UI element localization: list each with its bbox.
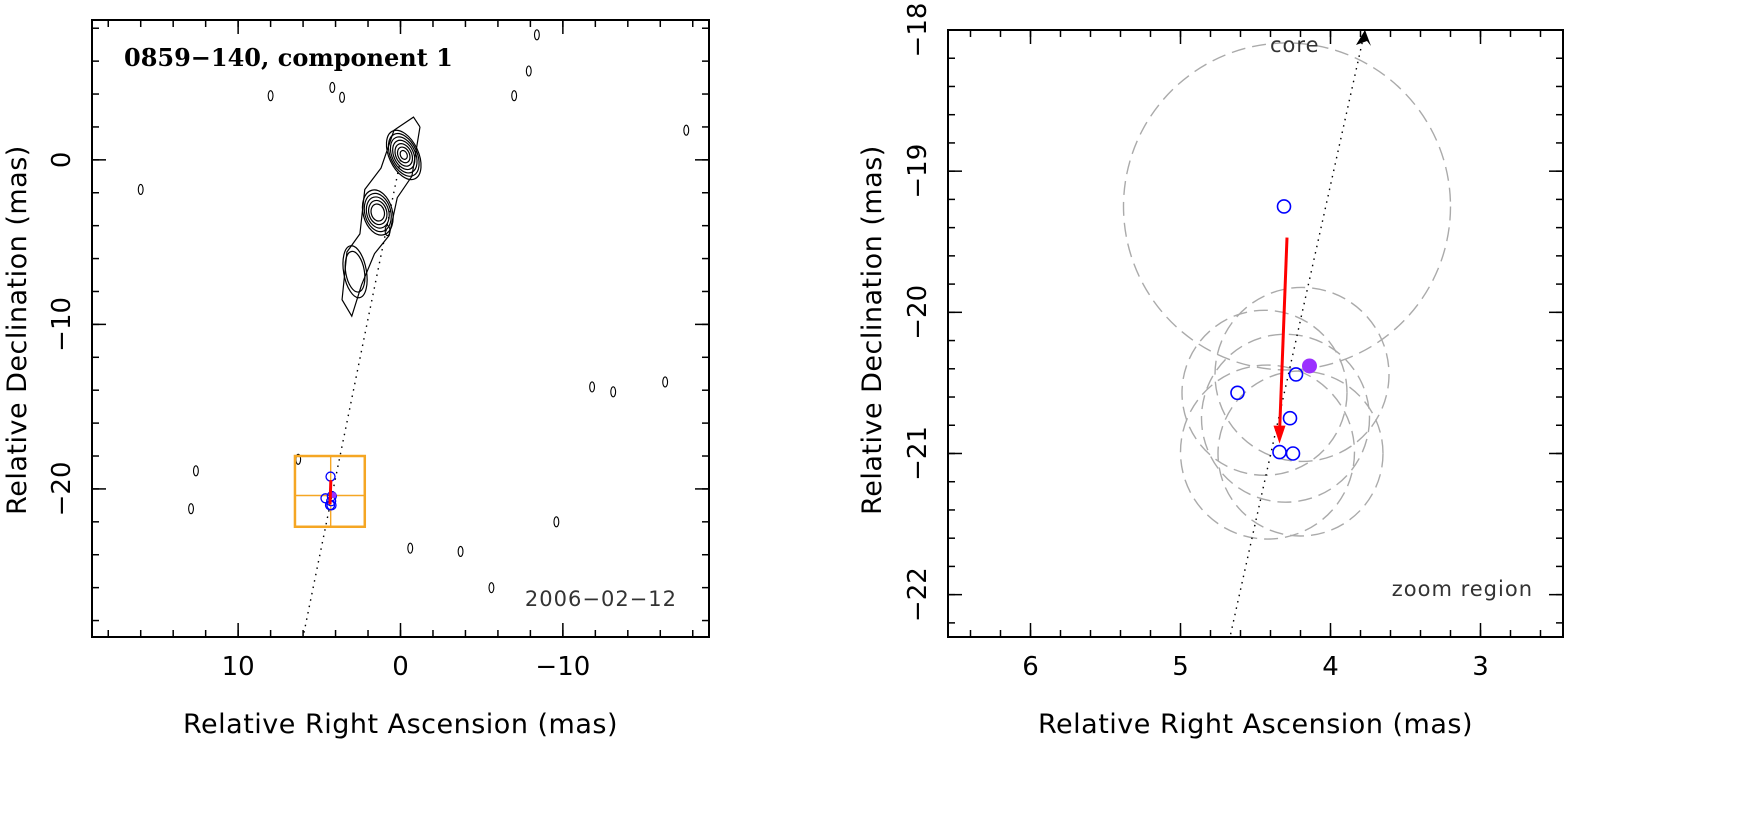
noise-contour xyxy=(610,386,617,398)
contour xyxy=(385,129,422,181)
contour xyxy=(396,146,411,164)
component-point xyxy=(1276,199,1292,214)
noise-contour xyxy=(589,381,596,393)
noise-contour xyxy=(188,503,194,515)
uncertainty-circle xyxy=(1200,333,1371,503)
noise-contour xyxy=(683,124,690,136)
right-plot-frame xyxy=(947,29,1564,638)
uncertainty-circle xyxy=(1179,364,1356,540)
left-y-axis-label: Relative Declination (mas) xyxy=(2,145,33,515)
y-tick-label: −19 xyxy=(903,144,933,199)
y-tick-label: 0 xyxy=(47,152,77,169)
noise-contour xyxy=(525,65,532,77)
component-marks xyxy=(293,454,367,529)
jet-line xyxy=(1229,29,1366,638)
contour xyxy=(367,199,388,226)
noise-contour xyxy=(329,81,336,94)
motion-vector-head xyxy=(1273,425,1286,444)
x-tick-label: 4 xyxy=(1322,652,1339,682)
radio-contours xyxy=(137,29,690,594)
x-tick-label: 0 xyxy=(392,652,409,682)
contour xyxy=(342,245,368,299)
left-panel: 10 0 −10 0 −10 −20 0859−140, component 1 2006… xyxy=(2,19,710,740)
uncertainty-circle xyxy=(1122,42,1452,371)
contour xyxy=(341,116,421,318)
motion-vector xyxy=(1273,237,1289,444)
x-tick-label: 6 xyxy=(1022,652,1039,682)
left-axis-ticks: 10 0 −10 0 −10 −20 xyxy=(47,20,709,682)
x-tick-label: −10 xyxy=(535,652,590,682)
x-tick-label: 3 xyxy=(1472,652,1489,682)
noise-contour xyxy=(192,465,199,477)
contour xyxy=(370,203,386,222)
motion-vector-shaft xyxy=(1278,237,1289,434)
noise-contour xyxy=(137,183,144,196)
epoch-label: 2006−02−12 xyxy=(525,587,677,611)
jet-direction-line xyxy=(302,159,402,638)
contour xyxy=(361,189,394,236)
contour xyxy=(363,192,392,233)
noise-contour xyxy=(662,376,669,388)
x-tick-label: 5 xyxy=(1172,652,1189,682)
core-label: core xyxy=(1270,33,1320,57)
component-point xyxy=(1285,446,1301,461)
contour xyxy=(399,149,408,160)
jet-direction-line xyxy=(1229,29,1371,638)
uncertainty-circle xyxy=(1214,286,1390,463)
zoom-region-label: zoom region xyxy=(1392,577,1533,601)
component-point xyxy=(1282,410,1298,426)
uncertainty-circle xyxy=(1181,309,1348,476)
y-tick-label: −20 xyxy=(903,285,933,340)
noise-contour xyxy=(457,545,464,557)
right-axis-ticks: 6 5 4 3 −18 −19 −20 −21 −22 xyxy=(903,3,1563,682)
y-tick-label: −10 xyxy=(47,297,77,352)
component-point xyxy=(1288,367,1304,382)
right-panel: 6 5 4 3 −18 −19 −20 −21 −22 core zoom region Rel… xyxy=(857,3,1564,740)
x-tick-label: 10 xyxy=(222,652,255,682)
component-point xyxy=(1272,444,1287,460)
noise-contour xyxy=(553,516,560,528)
noise-contour xyxy=(267,90,274,102)
noise-contour xyxy=(533,29,540,41)
y-tick-label: −22 xyxy=(903,567,933,622)
uncertainty-circle xyxy=(1217,370,1384,537)
core-arrowhead xyxy=(1356,30,1371,46)
component-positions xyxy=(1230,199,1317,461)
noise-contour xyxy=(384,225,391,237)
contour xyxy=(392,139,416,171)
noise-contour xyxy=(339,91,345,103)
y-tick-label: −21 xyxy=(903,426,933,481)
contour xyxy=(394,143,414,167)
contour xyxy=(344,250,366,293)
component-point xyxy=(1230,385,1245,401)
zoom-box xyxy=(293,454,367,529)
uncertainty-circles xyxy=(1122,42,1452,540)
y-tick-label: −18 xyxy=(903,3,933,58)
noise-contour xyxy=(511,90,518,102)
y-tick-label: −20 xyxy=(47,461,77,516)
jet-line xyxy=(302,159,402,638)
contour xyxy=(365,196,390,229)
motion-vector xyxy=(328,480,333,505)
right-x-axis-label: Relative Right Ascension (mas) xyxy=(1038,709,1473,740)
noise-contour xyxy=(488,582,495,594)
plot-title: 0859−140, component 1 xyxy=(124,43,453,72)
left-x-axis-label: Relative Right Ascension (mas) xyxy=(183,709,618,740)
right-y-axis-label: Relative Declination (mas) xyxy=(857,145,888,515)
noise-contour xyxy=(407,542,414,554)
filled-component-point xyxy=(1302,358,1317,374)
left-plot-frame xyxy=(91,19,710,638)
contour xyxy=(389,136,418,174)
